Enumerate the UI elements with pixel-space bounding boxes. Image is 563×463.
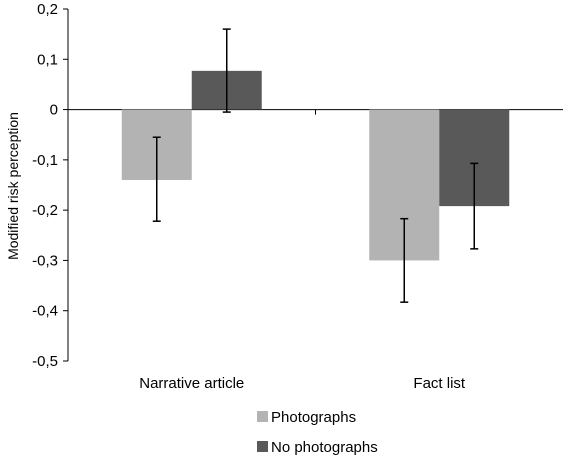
legend: Photographs No photographs [257,409,378,456]
y-axis: 0,2 0,1 0 -0,1 -0,2 -0,3 -0,4 -0,5 [32,1,69,370]
legend-label: No photographs [271,439,378,456]
category-label: Fact list [413,375,466,392]
y-tick-label: -0,4 [32,303,58,320]
bars [121,70,510,261]
legend-swatch [257,441,268,452]
y-tick-label: -0,3 [32,252,58,269]
legend-swatch [257,411,268,422]
y-tick-label: 0,2 [37,1,58,18]
y-tick-label: 0 [50,102,58,119]
y-tick-label: -0,1 [32,152,58,169]
y-tick-label: 0,1 [37,51,58,68]
error-bars [152,28,479,303]
legend-label: Photographs [271,409,356,426]
category-label: Narrative article [139,375,244,392]
y-tick-label: -0,2 [32,202,58,219]
y-axis-title: Modified risk perception [5,112,21,260]
y-tick-label: -0,5 [32,353,58,370]
